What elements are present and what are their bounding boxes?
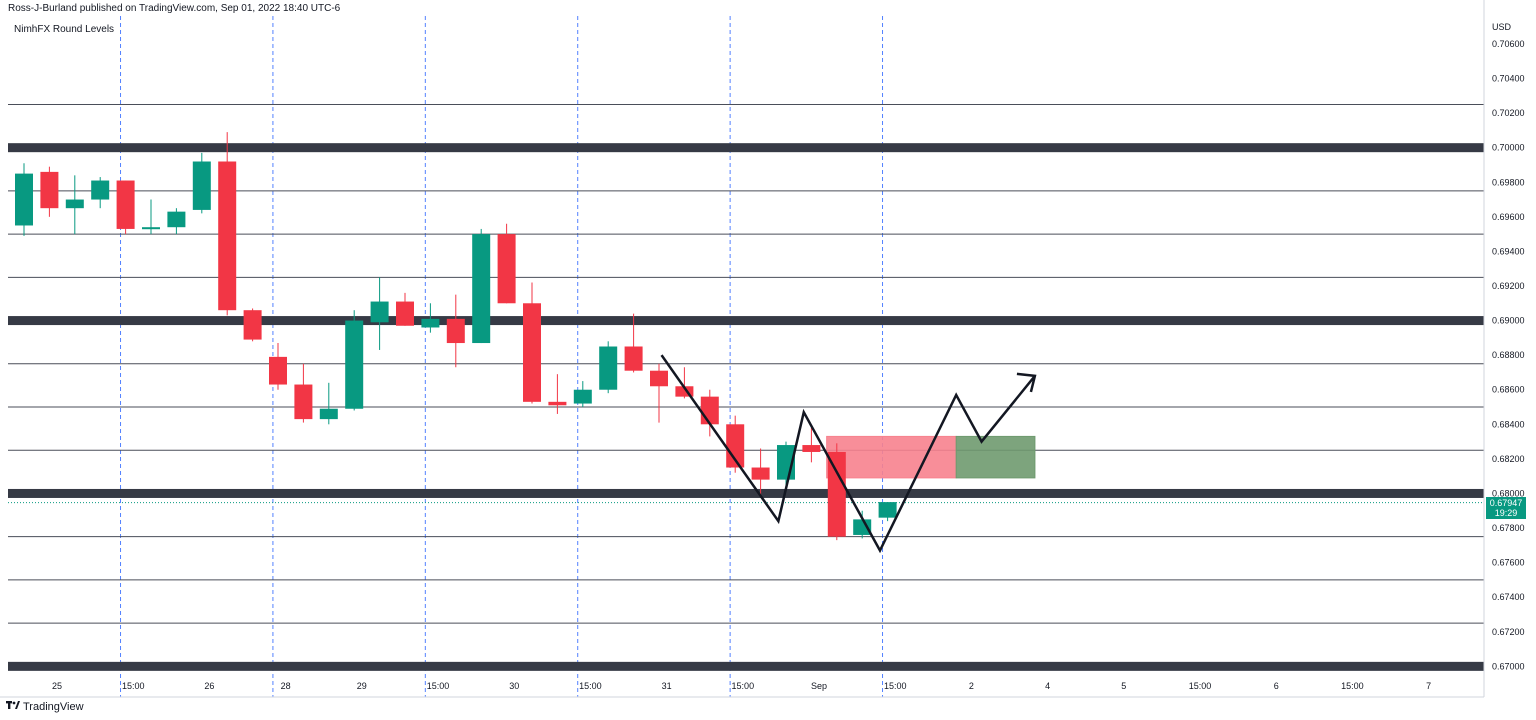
- price-tick-label: 0.68800: [1492, 350, 1525, 360]
- time-tick-label: 15:00: [579, 681, 602, 691]
- time-tick-label: 15:00: [122, 681, 145, 691]
- price-tick-label: 0.69400: [1492, 246, 1525, 256]
- session-separators: [120, 16, 884, 697]
- trade-zones: [826, 435, 1036, 479]
- bull-candle: [319, 408, 338, 420]
- bull-candle: [65, 199, 84, 209]
- buy-zone: [955, 435, 1036, 479]
- publisher-caption: Ross-J-Burland published on TradingView.…: [8, 3, 341, 14]
- price-tick-label: 0.67400: [1492, 592, 1525, 602]
- time-tick-label: 31: [662, 681, 672, 691]
- indicator-label[interactable]: NimhFX Round Levels: [14, 24, 115, 35]
- time-tick-label: 26: [204, 681, 214, 691]
- time-tick-label: 29: [357, 681, 367, 691]
- price-tick-label: 0.68200: [1492, 454, 1525, 464]
- price-tick-label: 0.68600: [1492, 385, 1525, 395]
- bull-candle: [472, 234, 491, 344]
- bear-candle: [548, 401, 567, 406]
- bull-candle: [167, 211, 186, 228]
- major-level-band: [8, 488, 1484, 498]
- major-level-band: [8, 143, 1484, 153]
- tradingview-footer[interactable]: TradingView: [6, 700, 84, 713]
- bull-candle: [878, 502, 897, 518]
- price-tick-label: 0.68000: [1492, 488, 1525, 498]
- time-tick-label: 25: [52, 681, 62, 691]
- last-price-value: 0.67947: [1489, 498, 1523, 508]
- bull-candle: [573, 389, 592, 404]
- time-axis: 25 15:00 26 28 29 15:00 30 15:00 31 15:00 Sep 15:00…: [0, 681, 1484, 698]
- bear-candle: [523, 303, 541, 402]
- bear-candle: [675, 386, 694, 397]
- bull-candle: [599, 346, 618, 390]
- time-tick-label: 2: [969, 681, 974, 691]
- bull-candle: [192, 161, 211, 210]
- major-level-band: [8, 316, 1484, 326]
- bull-candle: [91, 180, 110, 200]
- tradingview-logo-icon: [6, 700, 20, 713]
- price-tick-label: 0.69800: [1492, 177, 1525, 187]
- bear-candle: [497, 234, 516, 304]
- time-tick-label: 15:00: [1341, 681, 1364, 691]
- bear-candle: [700, 396, 719, 425]
- bear-candle: [116, 180, 135, 229]
- time-tick-label: 6: [1274, 681, 1279, 691]
- time-tick-label: 15:00: [884, 681, 907, 691]
- bear-candle: [446, 318, 465, 344]
- bear-candle: [40, 171, 59, 209]
- pattern-drawing: [660, 354, 1037, 554]
- minor-round-levels: [8, 103, 1484, 624]
- bull-candle: [853, 519, 872, 535]
- price-tick-label: 0.68400: [1492, 419, 1525, 429]
- tradingview-brand: TradingView: [23, 700, 84, 713]
- price-tick-label: 0.70200: [1492, 108, 1525, 118]
- candles: [15, 132, 897, 541]
- price-tick-label: 0.70600: [1492, 39, 1525, 49]
- wave-pattern-line: [660, 354, 1036, 554]
- arrow-head: [1016, 372, 1037, 393]
- major-round-levels: [8, 143, 1484, 671]
- price-tick-label: 0.67000: [1492, 661, 1525, 671]
- time-tick-label: 15:00: [732, 681, 755, 691]
- price-tick-label: 0.69600: [1492, 212, 1525, 222]
- price-tick-label: 0.67600: [1492, 558, 1525, 568]
- sell-zone: [826, 435, 957, 479]
- bear-candle: [751, 467, 770, 480]
- bear-candle: [802, 445, 821, 452]
- bear-candle: [243, 310, 262, 340]
- price-tick-label: 0.70400: [1492, 74, 1525, 84]
- bear-candle: [218, 161, 237, 311]
- bull-candle: [421, 318, 440, 328]
- price-tick-label: 0.67200: [1492, 627, 1525, 637]
- bear-candle: [396, 301, 414, 326]
- time-tick-label: 15:00: [1189, 681, 1212, 691]
- time-tick-label: 30: [509, 681, 519, 691]
- time-tick-label: Sep: [811, 681, 827, 691]
- time-tick-label: 4: [1045, 681, 1050, 691]
- time-tick-label: 5: [1121, 681, 1126, 691]
- bull-candle: [345, 320, 364, 409]
- bear-candle: [269, 356, 287, 385]
- bear-candle: [294, 384, 313, 420]
- bar-countdown: 19:29: [1494, 508, 1518, 518]
- bear-candle: [726, 424, 745, 468]
- price-tick-label: 0.69200: [1492, 281, 1525, 291]
- bull-candle: [142, 227, 160, 230]
- currency-label: USD: [1492, 22, 1512, 32]
- price-tick-label: 0.70000: [1492, 143, 1525, 153]
- last-price-tag: 0.67947 19:29: [1486, 497, 1526, 519]
- time-tick-label: 15:00: [427, 681, 450, 691]
- bear-candle: [650, 370, 668, 387]
- price-axis: 0.70600 0.70400 0.70200 0.70000 0.69800 0.696…: [1483, 0, 1525, 697]
- price-tick-label: 0.67800: [1492, 523, 1525, 533]
- major-level-band: [8, 661, 1484, 671]
- bear-candle: [827, 451, 846, 537]
- time-tick-label: 7: [1426, 681, 1431, 691]
- price-tick-label: 0.69000: [1492, 316, 1525, 326]
- bull-candle: [370, 301, 389, 323]
- bear-candle: [624, 346, 643, 371]
- time-tick-label: 28: [281, 681, 291, 691]
- bull-candle: [15, 173, 33, 226]
